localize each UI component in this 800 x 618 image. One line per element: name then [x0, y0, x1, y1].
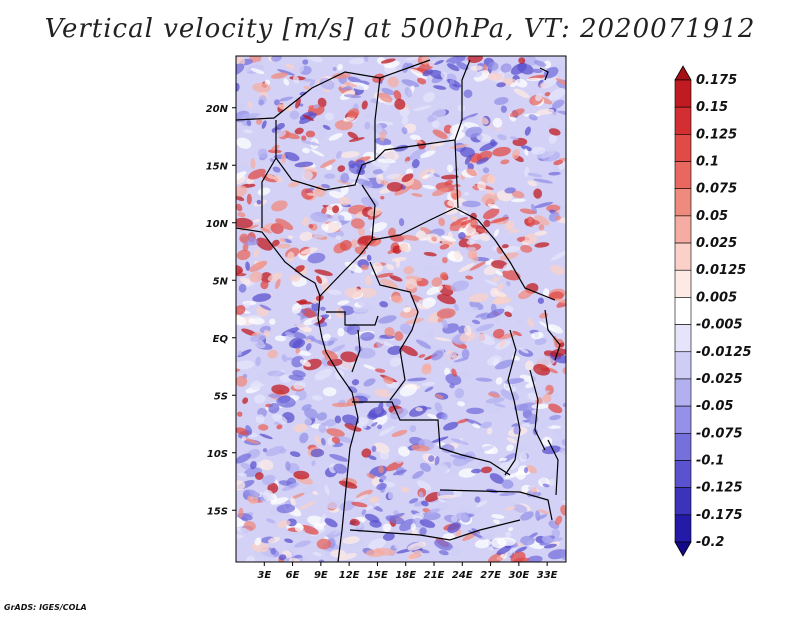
colorbar-segment	[674, 161, 692, 190]
credit-text: GrADS: IGES/COLA	[4, 603, 87, 612]
lon-label: 3E	[257, 570, 271, 581]
lon-label: 12E	[339, 570, 360, 581]
colorbar-segment	[674, 487, 692, 516]
colorbar-segment	[674, 514, 692, 543]
lon-label: 6E	[286, 570, 300, 581]
colorbar-max-arrow	[674, 65, 692, 81]
vertical-velocity-field	[236, 56, 566, 562]
country-borders	[236, 59, 561, 562]
colorbar-label: -0.1	[696, 453, 724, 468]
colorbar-label: -0.075	[696, 426, 743, 441]
lat-label: EQ	[213, 334, 229, 345]
map-frame	[235, 55, 567, 563]
colorbar-segment	[674, 297, 692, 325]
colorbar-segment	[674, 79, 692, 108]
lat-label: 10N	[206, 219, 229, 230]
colorbar-label: 0.075	[696, 182, 737, 197]
lat-label: 10S	[207, 449, 228, 460]
lon-label: 21E	[424, 570, 445, 581]
colorbar-label: 0.175	[696, 73, 737, 88]
colorbar-label: 0.005	[696, 290, 737, 305]
colorbar-segment	[674, 351, 692, 380]
lon-label: 30E	[508, 570, 529, 581]
colorbar-labels: 0.175 0.15 0.125 0.1 0.075 0.05 0.025 0.0125 0.0…	[696, 73, 752, 550]
colorbar-min-arrow	[674, 541, 692, 557]
colorbar-label: -0.005	[696, 318, 743, 333]
colorbar-segment	[674, 215, 692, 244]
colorbar-label: -0.025	[696, 372, 743, 387]
colorbar-segment	[674, 405, 692, 434]
lat-label: 5N	[213, 276, 229, 287]
lat-label: 20N	[206, 104, 229, 115]
lon-label: 33E	[537, 570, 558, 581]
colorbar-label: -0.0125	[696, 345, 752, 360]
lon-label: 15E	[367, 570, 388, 581]
colorbar-label: 0.025	[696, 236, 737, 251]
lon-label: 27E	[480, 570, 501, 581]
colorbar-label: -0.05	[696, 399, 733, 414]
lon-label: 9E	[314, 570, 328, 581]
lon-label: 24E	[452, 570, 473, 581]
map-title: Vertical velocity [m/s] at 500hPa, VT: 2…	[44, 14, 756, 44]
colorbar-segment	[674, 324, 692, 353]
colorbar-label: -0.175	[696, 508, 743, 523]
colorbar-segment	[674, 432, 692, 461]
colorbar-segment	[674, 242, 692, 271]
lon-label: 18E	[395, 570, 416, 581]
lat-label: 15S	[207, 506, 228, 517]
lat-label: 15N	[206, 161, 229, 172]
colorbar-label: -0.125	[696, 481, 743, 496]
colorbar-label: -0.2	[696, 535, 724, 550]
colorbar-label: 0.0125	[696, 263, 746, 278]
colorbar-segment	[674, 460, 692, 488]
colorbar-segment	[674, 106, 692, 135]
colorbar	[674, 65, 692, 557]
colorbar-segment	[674, 134, 692, 162]
colorbar-segment	[674, 188, 692, 217]
lat-label: 5S	[214, 391, 228, 402]
colorbar-label: 0.15	[696, 100, 728, 115]
colorbar-label: 0.05	[696, 209, 728, 224]
colorbar-label: 0.125	[696, 127, 737, 142]
colorbar-label: 0.1	[696, 155, 719, 170]
colorbar-segment	[674, 378, 692, 407]
colorbar-segment	[674, 269, 692, 298]
